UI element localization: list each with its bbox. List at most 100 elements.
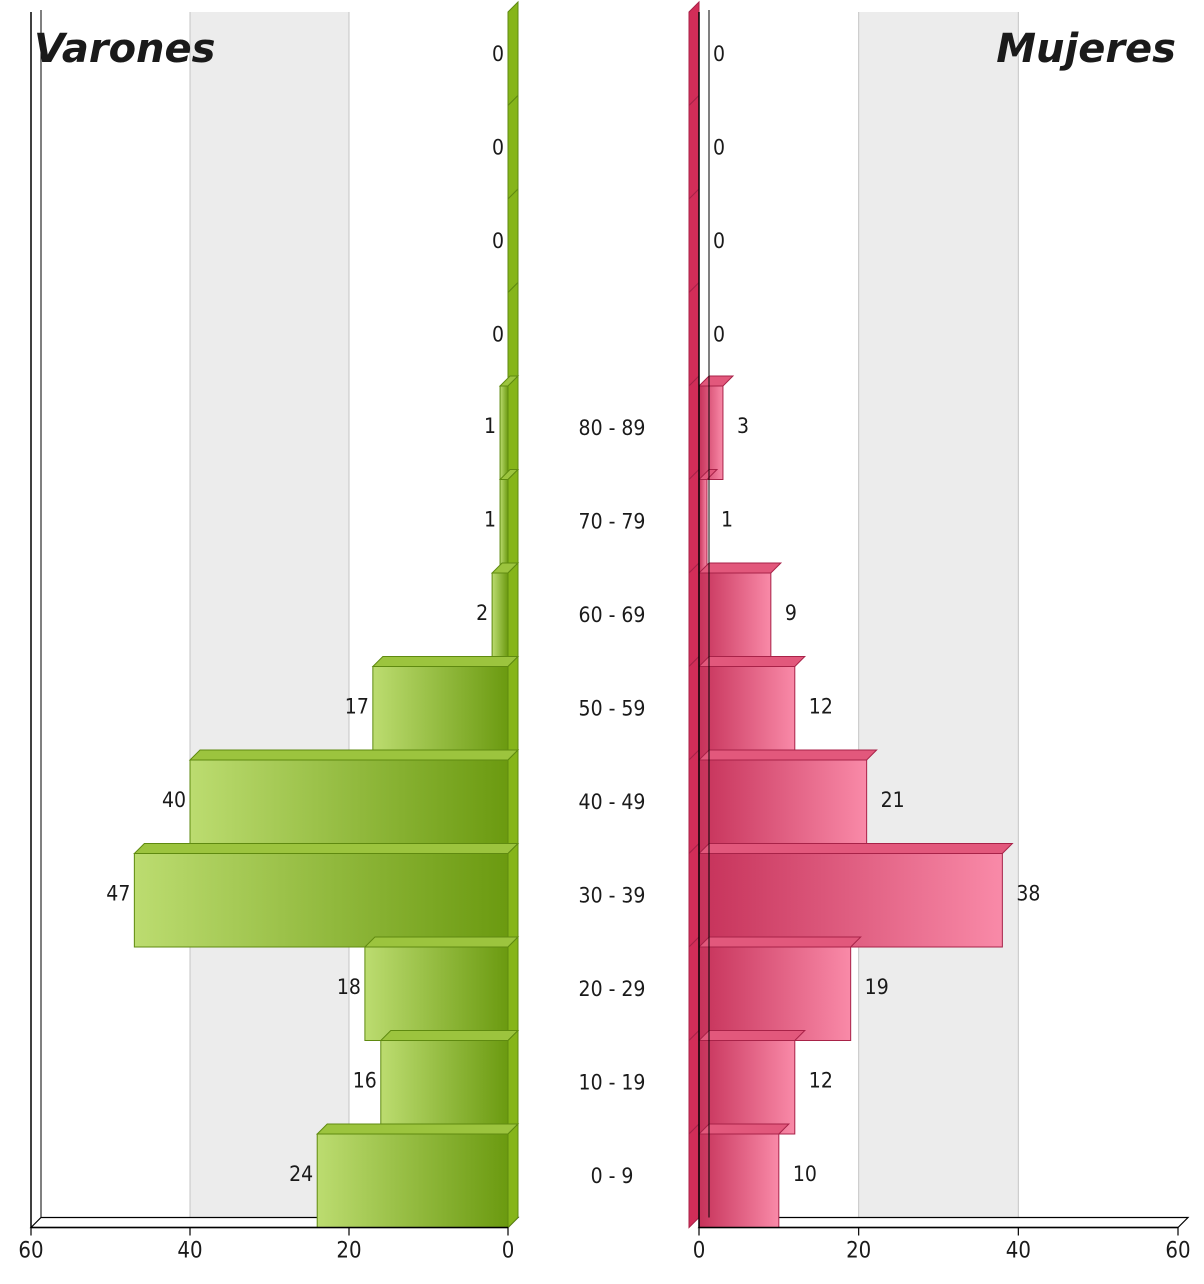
bar (688, 468, 719, 575)
value-label: 0 (713, 42, 725, 66)
bar (507, 281, 519, 388)
bar-top (697, 749, 878, 761)
bar-face (316, 1133, 509, 1228)
bar-face (133, 853, 509, 948)
bar (688, 1029, 807, 1136)
bar-side (507, 281, 519, 388)
bar-side (507, 1029, 519, 1136)
bar-top (697, 1123, 791, 1135)
bar (688, 842, 1014, 949)
value-label: 19 (865, 975, 889, 999)
bar-face (499, 479, 509, 574)
x-tick-label: 40 (177, 1239, 202, 1264)
value-label: 40 (162, 788, 186, 812)
x-tick-label: 40 (1006, 1239, 1031, 1264)
bar-side (507, 561, 519, 668)
value-label: 17 (345, 694, 369, 718)
bar (490, 561, 520, 668)
bar-top (697, 562, 783, 574)
grid-band (858, 12, 1019, 1228)
bar (498, 374, 520, 481)
bar-side (507, 748, 519, 855)
bar-face (698, 385, 724, 480)
bar-side (507, 842, 519, 949)
category-label: 40 - 49 (579, 790, 646, 814)
bar-top (379, 1030, 520, 1041)
bar-face (372, 666, 509, 761)
bar (688, 655, 807, 762)
value-label: 3 (737, 414, 749, 438)
women-title: Mujeres (996, 26, 1176, 72)
bar (688, 748, 878, 855)
bar-face (698, 853, 1003, 948)
x-tick-label: 20 (846, 1239, 871, 1264)
bar-top (363, 936, 520, 948)
bar-top (697, 469, 719, 480)
bar-face (698, 572, 772, 667)
category-label: 10 - 19 (579, 1070, 646, 1094)
bar (371, 655, 520, 762)
bar-top (188, 749, 520, 761)
bar-top (133, 843, 520, 854)
value-label: 0 (492, 135, 504, 159)
bar-side (688, 187, 700, 294)
value-label: 47 (106, 881, 130, 905)
bar-face (698, 759, 868, 854)
bar-face (491, 572, 509, 667)
men-title: Varones (34, 26, 215, 72)
category-label: 20 - 29 (579, 977, 646, 1001)
category-label: 70 - 79 (579, 509, 646, 533)
value-label: 1 (484, 414, 496, 438)
bar-side (507, 374, 519, 481)
value-label: 12 (809, 1068, 833, 1092)
x-tick-label: 20 (336, 1239, 361, 1264)
bar (133, 842, 520, 949)
bar-face (698, 946, 852, 1041)
bar-top (697, 656, 807, 667)
bar (188, 748, 520, 855)
value-label: 1 (721, 507, 733, 531)
bar (688, 187, 700, 294)
bar-face (698, 1040, 796, 1135)
bar (507, 187, 519, 294)
grid-band (190, 12, 349, 1228)
bar-side (507, 655, 519, 762)
bar-side (507, 187, 519, 294)
bar-top (697, 936, 862, 948)
bar-side (688, 1029, 700, 1136)
value-label: 0 (492, 229, 504, 253)
bar-face (499, 385, 509, 480)
bar-top (697, 1030, 807, 1041)
bar-side (688, 0, 700, 107)
bar-face (189, 759, 509, 854)
age-group-labels: 80 - 89 70 - 79 60 - 69 50 - 59 40 - 49 30 - … (579, 416, 646, 1188)
bar-top (315, 1123, 520, 1135)
value-label: 0 (713, 322, 725, 346)
bar-side (507, 0, 519, 107)
category-label: 30 - 39 (579, 883, 646, 907)
value-label: 0 (492, 42, 504, 66)
bar (315, 1122, 520, 1229)
value-label: 24 (289, 1162, 313, 1186)
bar-side (688, 655, 700, 762)
value-label: 0 (713, 135, 725, 159)
bar-side (688, 374, 700, 481)
value-label: 21 (881, 788, 905, 812)
bar-side (688, 281, 700, 388)
x-tick-label: 0 (502, 1239, 515, 1264)
bar-face (698, 666, 796, 761)
bar-side (507, 1122, 519, 1229)
bar (507, 94, 519, 201)
category-label: 50 - 59 (579, 696, 646, 720)
bar (498, 468, 520, 575)
value-label: 38 (1016, 881, 1040, 905)
bar-side (688, 468, 700, 575)
x-tick-label: 60 (18, 1239, 43, 1264)
value-label: 12 (809, 694, 833, 718)
bar (688, 0, 700, 107)
bar-top (697, 375, 735, 387)
men-panel: 0 0 0 0 1 1 2 17 40 47 18 16 24 60 40 20 0 (18, 0, 520, 1264)
value-label: 1 (484, 507, 496, 531)
